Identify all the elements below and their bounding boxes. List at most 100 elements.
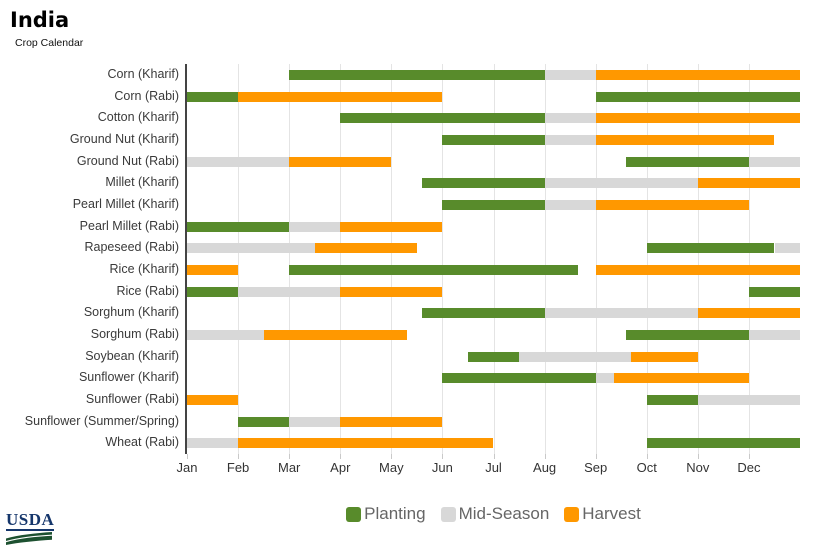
month-tick [340,454,342,459]
legend-label-planting: Planting [364,504,426,523]
usda-logo-text: USDA [6,510,55,531]
row-label: Millet (Kharif) [105,175,179,190]
x-axis-label: Nov [686,460,710,475]
bar-segment-planting [626,329,749,340]
bar-segment-mid-season [748,329,800,340]
x-axis-label: Feb [226,460,250,475]
bar-segment-harvest [595,199,749,210]
month-tick [748,454,750,459]
bar-segment-harvest [263,329,407,340]
bar-segment-mid-season [544,69,596,80]
bar-segment-mid-season [544,134,596,145]
month-tick [442,454,444,459]
month-tick [544,454,546,459]
row-label: Corn (Kharif) [107,66,179,81]
bar-segment-harvest [187,394,239,405]
usda-logo: USDA [6,510,55,545]
bar-segment-harvest [340,416,443,427]
x-axis-label: May [379,460,404,475]
month-tick [238,454,240,459]
row-label: Rapeseed (Rabi) [84,240,180,255]
y-axis-line [185,64,187,454]
x-axis-label: Jan [176,460,198,475]
bar-segment-harvest [613,373,749,384]
month-gridline [340,64,342,454]
month-gridline [646,64,648,454]
bar-segment-planting [340,113,545,124]
x-axis-label: Apr [330,460,351,475]
planting-swatch-icon [346,506,362,522]
bar-segment-harvest [595,264,800,275]
month-gridline [697,64,699,454]
bar-segment-planting [442,373,596,384]
bar-segment-harvest [314,243,417,254]
month-tick [646,454,648,459]
bar-segment-harvest [595,113,800,124]
bar-segment-planting [626,156,749,167]
bar-segment-planting [289,69,545,80]
bar-segment-harvest [340,286,443,297]
row-label: Sorghum (Rabi) [90,326,179,341]
month-gridline [493,64,495,454]
legend-label-mid-season: Mid-Season [458,504,550,523]
bar-segment-planting [442,134,545,145]
x-axis-label: Jun [431,460,453,475]
chart-subtitle: Crop Calendar [15,37,84,49]
month-gridline [544,64,546,454]
row-label: Ground Nut (Kharif) [69,131,179,146]
bar-segment-mid-season [187,329,264,340]
row-label: Rice (Rabi) [116,283,179,298]
bar-segment-mid-season [774,243,800,254]
month-tick [493,454,495,459]
row-label: Rice (Kharif) [109,261,179,276]
bar-segment-planting [238,416,290,427]
bar-segment-harvest [697,178,800,189]
mid-season-swatch-icon [440,506,456,522]
row-label: Corn (Rabi) [114,88,179,103]
bar-segment-harvest [340,221,443,232]
bar-segment-mid-season [238,286,341,297]
bar-segment-planting [646,438,801,449]
bar-segment-planting [646,243,775,254]
bar-segment-planting [595,91,800,102]
row-label: Sorghum (Kharif) [83,305,179,320]
x-axis-label: Sep [584,460,608,475]
bar-segment-planting [187,91,239,102]
chart-title: India [10,8,70,32]
month-tick [187,454,188,459]
bar-segment-harvest [697,308,800,319]
x-axis-label: Oct [636,460,657,475]
bar-segment-harvest [289,156,392,167]
bar-segment-mid-season [519,351,632,362]
bar-segment-mid-season [187,438,239,449]
row-label: Sunflower (Summer/Spring) [24,413,179,428]
legend-item-planting[interactable]: Planting [346,504,426,524]
bar-segment-mid-season [187,243,315,254]
month-gridline [238,64,240,454]
bar-segment-mid-season [289,221,341,232]
bar-segment-mid-season [544,308,698,319]
legend-item-harvest[interactable]: Harvest [564,504,641,524]
row-label: Pearl Millet (Kharif) [72,196,179,211]
row-label: Sunflower (Rabi) [85,391,179,406]
month-tick [697,454,699,459]
x-axis-label: Mar [277,460,301,475]
month-tick [391,454,393,459]
row-label: Cotton (Kharif) [97,110,179,125]
legend-item-mid-season[interactable]: Mid-Season [440,504,550,524]
harvest-swatch-icon [564,506,580,522]
row-label: Sunflower (Kharif) [78,370,179,385]
month-gridline [442,64,444,454]
month-gridline [595,64,597,454]
bar-segment-harvest [595,69,800,80]
month-tick [289,454,291,459]
bar-segment-planting [748,286,800,297]
bar-segment-mid-season [595,373,614,384]
legend: Planting Mid-Season Harvest [187,504,800,524]
bar-segment-harvest [238,91,443,102]
bar-segment-mid-season [697,394,800,405]
row-label: Pearl Millet (Rabi) [79,218,179,233]
bar-segment-harvest [238,438,494,449]
bar-segment-planting [422,178,545,189]
